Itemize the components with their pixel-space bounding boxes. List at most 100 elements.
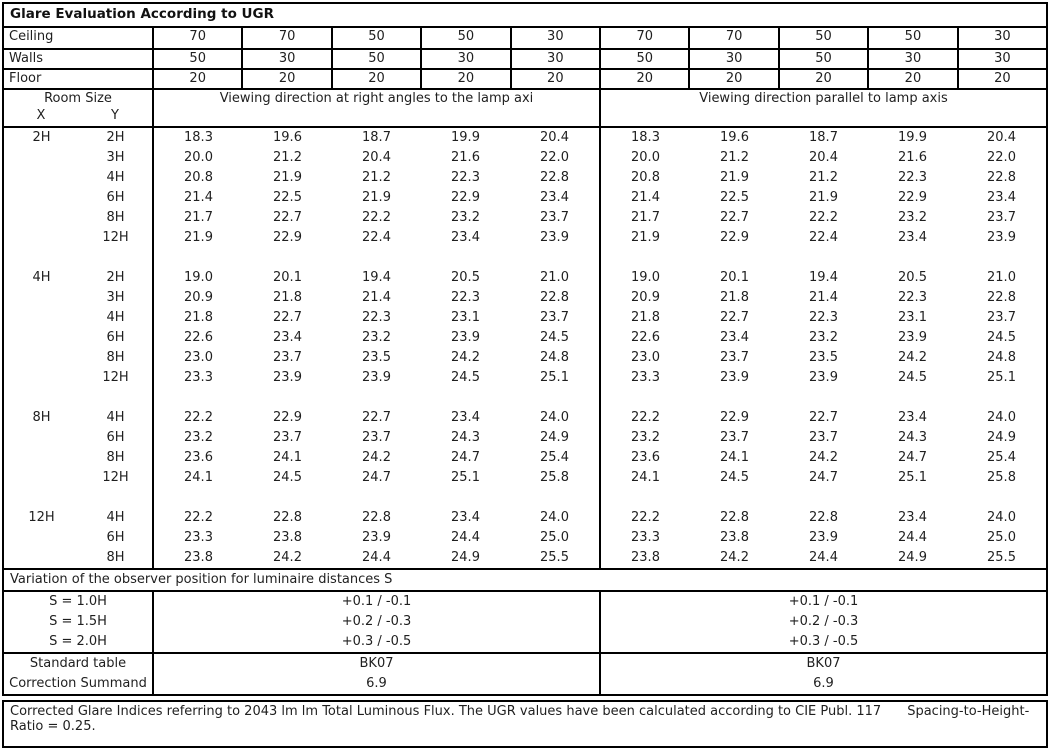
ugr-value: 25.5 (987, 550, 1016, 565)
room-x-value: 2H (32, 130, 51, 145)
room-x-value (4, 288, 79, 308)
ugr-value: 22.8 (510, 288, 601, 308)
ugr-value: 22.7 (720, 210, 749, 225)
ugr-value: 23.7 (987, 210, 1016, 225)
ugr-value: 23.4 (898, 410, 927, 425)
ugr-value: 22.6 (184, 330, 213, 345)
room-y-value (79, 488, 154, 508)
ugr-value: 24.4 (451, 530, 480, 545)
surface-value: 50 (333, 50, 423, 68)
room-y-value: 4H (79, 308, 154, 328)
ugr-value: 24.4 (898, 530, 927, 545)
y-column-label: Y (111, 108, 119, 123)
ugr-value (154, 248, 243, 268)
ugr-value (421, 388, 510, 408)
ugr-value: 21.9 (273, 170, 302, 185)
ugr-value (868, 488, 957, 508)
surface-value: 30 (869, 50, 959, 68)
ugr-value: 20.5 (451, 270, 480, 285)
surface-value: 20 (690, 70, 780, 88)
ugr-value: 24.5 (451, 370, 480, 385)
ugr-value: 23.7 (273, 350, 302, 365)
surface-value: 20 (601, 70, 691, 88)
room-y-value: 6H (79, 188, 154, 208)
ugr-value (154, 388, 243, 408)
shr-note: Spacing-to-Height-Ratio = 0.25. (10, 704, 1030, 734)
ugr-value: 22.0 (987, 150, 1016, 165)
ugr-value (779, 488, 868, 508)
ugr-value: 24.7 (451, 450, 480, 465)
divider (4, 26, 1046, 28)
ugr-value: 25.1 (987, 370, 1016, 385)
summary-row-label: Standard table (4, 654, 154, 674)
ugr-value (243, 248, 332, 268)
spacer-row (4, 488, 1046, 508)
ugr-value: 20.8 (631, 170, 660, 185)
ugr-value: 23.9 (451, 330, 480, 345)
ugr-value: 23.7 (510, 308, 601, 328)
ugr-value: 25.1 (451, 470, 480, 485)
ugr-value: 24.0 (510, 508, 601, 528)
ugr-value: 21.9 (631, 230, 660, 245)
ugr-value: 24.2 (273, 550, 302, 565)
summary-rows: Standard table BK07 BK07 Correction Summand… (4, 654, 1046, 694)
divider (4, 568, 1046, 570)
ugr-value: 21.8 (184, 310, 213, 325)
ugr-value: 20.9 (631, 290, 660, 305)
ugr-value: 23.7 (273, 430, 302, 445)
ugr-value: 23.7 (362, 430, 391, 445)
ugr-row: 6H 22.6 23.4 23.2 23.9 24.5 22.6 23.4 23.2 23.9 24… (4, 328, 1046, 348)
ugr-value: 21.8 (720, 290, 749, 305)
right-viewing-direction-heading: Viewing direction parallel to lamp axis (699, 91, 948, 106)
ugr-row: 4H 21.8 22.7 22.3 23.1 23.7 21.8 22.7 22.3 23.1 23… (4, 308, 1046, 328)
ugr-value: 22.4 (809, 230, 838, 245)
ugr-value: 20.5 (898, 270, 927, 285)
surface-value: 20 (154, 70, 244, 88)
room-y-value: 8H (79, 208, 154, 228)
ugr-value: 24.9 (987, 430, 1016, 445)
ugr-value: 22.3 (362, 310, 391, 325)
room-y-value (79, 388, 154, 408)
ugr-value: 24.1 (631, 470, 660, 485)
ugr-value: 19.4 (362, 270, 391, 285)
room-y-value: 6H (79, 328, 154, 348)
ugr-value: 21.8 (273, 290, 302, 305)
ugr-value: 23.2 (184, 430, 213, 445)
room-y-value: 3H (79, 148, 154, 168)
ugr-value: 20.9 (184, 290, 213, 305)
ugr-value: 22.4 (362, 230, 391, 245)
ugr-value (243, 388, 332, 408)
ugr-value (601, 388, 690, 408)
room-x-value (4, 528, 79, 548)
summary-row-left-value: 6.9 (154, 674, 601, 694)
ugr-value: 22.7 (273, 310, 302, 325)
surface-value: 70 (154, 28, 244, 48)
variation-row: S = 1.5H +0.2 / -0.3 +0.2 / -0.3 (4, 612, 1046, 632)
ugr-value: 22.9 (273, 410, 302, 425)
surface-value: 50 (780, 28, 870, 48)
ugr-value: 21.6 (898, 150, 927, 165)
ugr-value: 25.8 (987, 470, 1016, 485)
ugr-value: 23.7 (510, 208, 601, 228)
spacer-row (4, 248, 1046, 268)
ugr-row: 4H 20.8 21.9 21.2 22.3 22.8 20.8 21.9 21.2 22.3 22… (4, 168, 1046, 188)
ugr-value (868, 388, 957, 408)
room-x-value (4, 328, 79, 348)
room-y-value (79, 248, 154, 268)
ugr-row: 12H 23.3 23.9 23.9 24.5 25.1 23.3 23.9 23.9 24.5 2… (4, 368, 1046, 388)
room-x-value (4, 228, 79, 248)
ugr-value: 23.2 (451, 210, 480, 225)
ugr-value: 23.4 (273, 330, 302, 345)
summary-row-right-value: 6.9 (813, 676, 834, 691)
ugr-value: 24.8 (987, 350, 1016, 365)
ugr-value: 22.0 (510, 148, 601, 168)
left-viewing-direction-heading: Viewing direction at right angles to the… (154, 90, 601, 126)
ugr-value: 21.2 (362, 170, 391, 185)
ugr-value: 24.2 (362, 450, 391, 465)
ugr-value: 23.4 (720, 330, 749, 345)
room-size-header: Room Size X Y (4, 90, 154, 126)
ugr-value: 22.8 (809, 510, 838, 525)
surface-value: 50 (333, 28, 423, 48)
ugr-value (243, 488, 332, 508)
ugr-value: 23.8 (273, 530, 302, 545)
